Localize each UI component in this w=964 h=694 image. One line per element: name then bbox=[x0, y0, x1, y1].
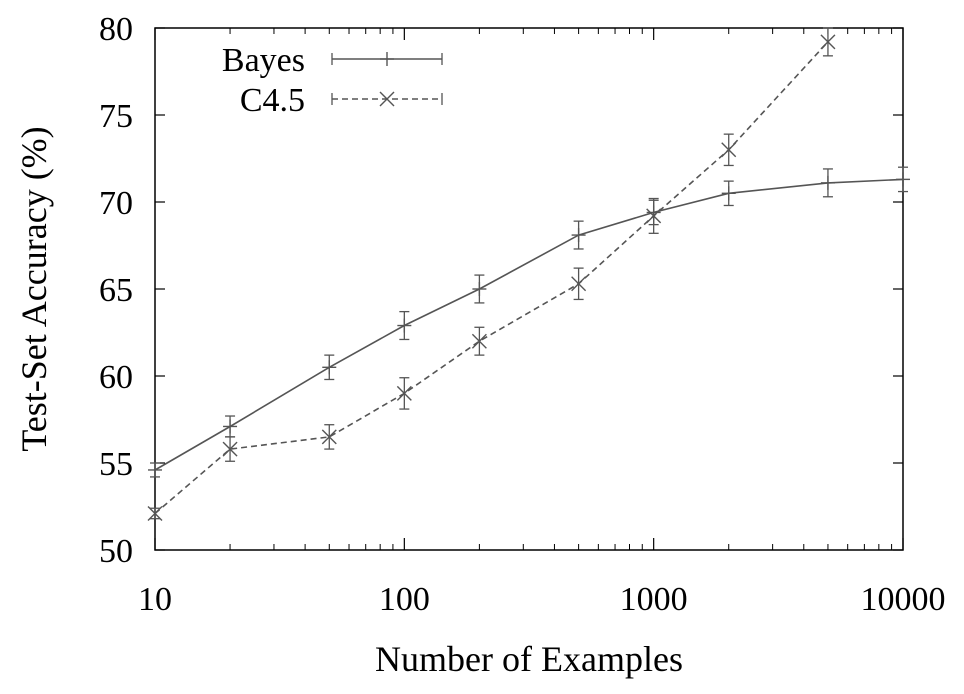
legend-label-bayes: Bayes bbox=[222, 42, 305, 79]
x-tick-label: 100 bbox=[379, 581, 430, 618]
data-point-c4-5 bbox=[321, 424, 337, 450]
marker bbox=[147, 505, 163, 521]
data-point-c4-5 bbox=[721, 133, 737, 167]
data-point-bayes bbox=[820, 168, 835, 198]
y-tick-label: 55 bbox=[99, 446, 133, 483]
series-line-c4-5 bbox=[154, 41, 829, 515]
data-point-bayes bbox=[322, 354, 337, 381]
data-point-bayes bbox=[148, 462, 162, 478]
marker bbox=[721, 142, 737, 158]
legend-marker-c4-5 bbox=[379, 91, 395, 107]
data-point-c4-5 bbox=[646, 197, 662, 234]
data-point-c4-5 bbox=[147, 505, 163, 521]
data-point-c4-5 bbox=[571, 267, 587, 301]
x-axis-label: Number of Examples bbox=[375, 639, 683, 679]
data-point-bayes bbox=[571, 220, 586, 250]
data-point-bayes bbox=[472, 274, 487, 304]
y-tick-label: 70 bbox=[99, 185, 133, 222]
marker bbox=[396, 385, 412, 401]
marker bbox=[222, 441, 238, 457]
data-point-c4-5 bbox=[820, 27, 836, 57]
y-axis-label: Test-Set Accuracy (%) bbox=[14, 126, 54, 451]
marker bbox=[646, 208, 662, 224]
marker bbox=[571, 276, 587, 292]
data-point-bayes bbox=[896, 166, 910, 193]
data-point-bayes bbox=[721, 180, 736, 207]
y-tick-label: 80 bbox=[99, 11, 133, 48]
data-point-c4-5 bbox=[396, 377, 412, 410]
y-tick-label: 50 bbox=[99, 533, 133, 570]
marker bbox=[820, 34, 836, 50]
marker bbox=[471, 333, 487, 349]
data-point-bayes bbox=[223, 415, 238, 438]
data-point-bayes bbox=[397, 310, 412, 341]
series-line-bayes bbox=[154, 178, 904, 471]
x-tick-label: 10 bbox=[138, 581, 172, 618]
marker bbox=[321, 429, 337, 445]
y-tick-label: 60 bbox=[99, 359, 133, 396]
x-tick-label: 10000 bbox=[861, 581, 946, 618]
x-tick-label: 1000 bbox=[620, 581, 688, 618]
data-point-c4-5 bbox=[222, 436, 238, 462]
legend-label-c4-5: C4.5 bbox=[240, 82, 305, 119]
y-tick-label: 75 bbox=[99, 98, 133, 135]
y-tick-label: 65 bbox=[99, 272, 133, 309]
plot-area: 50 55 60 65 70 75 80 10 100 1000 10000 bbox=[99, 11, 946, 618]
data-point-c4-5 bbox=[471, 326, 487, 356]
